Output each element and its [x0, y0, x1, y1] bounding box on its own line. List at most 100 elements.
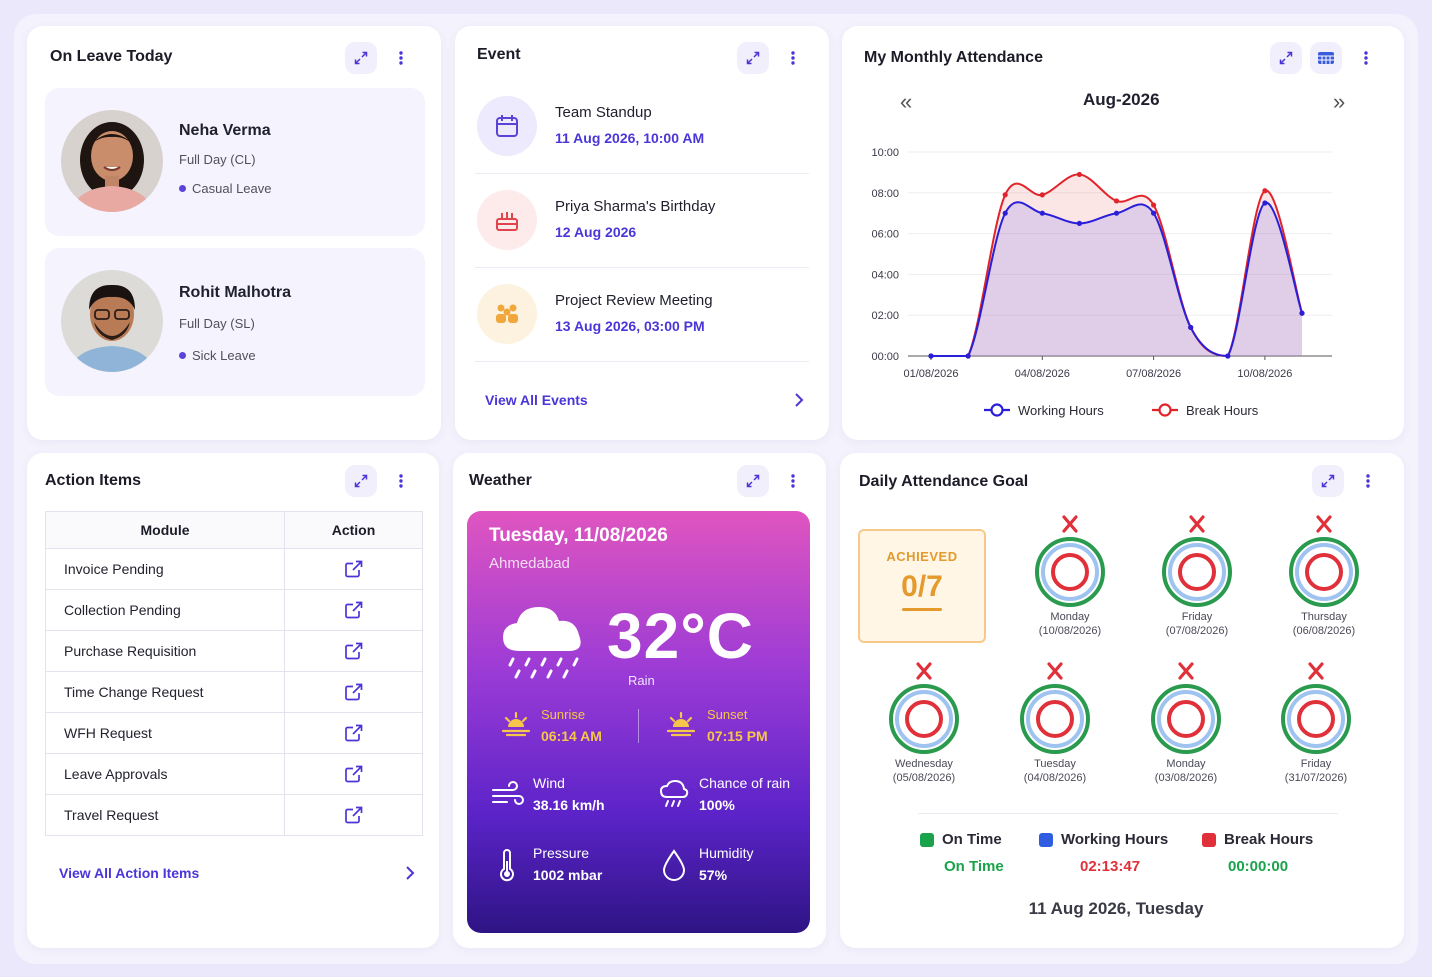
x-tick-label: 04/08/2026	[1015, 368, 1070, 380]
external-link-icon[interactable]	[345, 806, 363, 824]
table-row: Purchase Requisition	[46, 631, 423, 672]
more-button[interactable]	[777, 465, 809, 497]
goal-day-name: Tuesday	[1000, 758, 1110, 770]
weather-title: Weather	[469, 472, 532, 490]
table-row: Leave Approvals	[46, 754, 423, 795]
goal-day: Thursday (06/08/2026)	[1269, 515, 1379, 637]
chevron-right-icon[interactable]	[793, 392, 805, 408]
external-link-icon[interactable]	[345, 724, 363, 742]
action-cell	[285, 549, 423, 590]
expand-button[interactable]	[345, 42, 377, 74]
expand-button[interactable]	[737, 465, 769, 497]
on-time-label: On Time	[920, 831, 1002, 848]
module-cell: WFH Request	[46, 713, 285, 754]
goal-day-name: Friday	[1142, 611, 1252, 623]
attendance-chart: 00:00 02:00 04:00 06:00 08:00 10:00 01/08/2026…	[842, 26, 1404, 440]
expand-button[interactable]	[1312, 465, 1344, 497]
y-tick-label: 10:00	[871, 147, 899, 159]
sunrise-label: Sunrise	[541, 707, 585, 722]
humidity-drop-icon	[662, 849, 686, 881]
table-row: Travel Request	[46, 795, 423, 836]
sunrise-icon	[501, 709, 531, 737]
event-title-text: Team Standup	[555, 104, 652, 121]
close-icon	[1306, 662, 1326, 680]
on-time-value: On Time	[944, 858, 1004, 875]
goal-day-name: Monday	[1131, 758, 1241, 770]
goal-day: Friday (31/07/2026)	[1261, 662, 1371, 784]
working-hours-value: 02:13:47	[1080, 858, 1140, 875]
table-row: Collection Pending	[46, 590, 423, 631]
goal-day-date: (31/07/2026)	[1261, 772, 1371, 784]
pressure-value: 1002 mbar	[533, 867, 602, 883]
cake-icon	[477, 190, 537, 250]
action-items-table: Module Action Invoice Pending Collection …	[45, 511, 423, 836]
external-link-icon[interactable]	[345, 683, 363, 701]
table-row: WFH Request	[46, 713, 423, 754]
view-all-action-items-link[interactable]: View All Action Items	[59, 865, 199, 881]
external-link-icon[interactable]	[345, 765, 363, 783]
wind-label: Wind	[533, 775, 565, 791]
close-icon	[1176, 662, 1196, 680]
temperature: 32°C	[607, 599, 754, 673]
working-hours-point	[1077, 221, 1082, 226]
y-tick-label: 08:00	[871, 188, 899, 200]
external-link-icon[interactable]	[345, 560, 363, 578]
sunrise-time: 06:14 AM	[541, 728, 602, 744]
goal-title: Daily Attendance Goal	[859, 473, 1028, 491]
expand-button[interactable]	[345, 465, 377, 497]
event-item[interactable]: Priya Sharma's Birthday 12 Aug 2026	[475, 174, 809, 268]
more-vertical-icon	[785, 50, 801, 66]
wind-speed: 38.16 km/h	[533, 797, 605, 813]
more-button[interactable]	[385, 42, 417, 74]
working-hours-point	[928, 353, 933, 358]
close-icon	[1045, 662, 1065, 680]
working-hours-point	[1188, 325, 1193, 330]
goal-ring-icon	[1160, 535, 1234, 609]
leave-type: Full Day (SL)	[179, 316, 255, 331]
chevron-right-icon[interactable]	[404, 865, 416, 881]
external-link-icon[interactable]	[345, 601, 363, 619]
calendar-icon	[477, 96, 537, 156]
close-icon	[1187, 515, 1207, 533]
action-cell	[285, 795, 423, 836]
rain-cloud-icon	[499, 603, 591, 683]
more-button[interactable]	[1352, 465, 1384, 497]
working-hours-point	[1151, 211, 1156, 216]
weather-card: Weather Tuesday, 11/08/2026 Ahmedabad 32…	[453, 453, 826, 948]
view-all-events-link[interactable]: View All Events	[485, 392, 588, 408]
thermometer-icon	[497, 849, 517, 883]
working-hours-point	[966, 353, 971, 358]
leave-name: Neha Verma	[179, 122, 271, 140]
leave-entry[interactable]: Rohit Malhotra Full Day (SL) Sick Leave	[45, 248, 425, 396]
module-cell: Collection Pending	[46, 590, 285, 631]
sunset-label: Sunset	[707, 707, 747, 722]
leave-category: Sick Leave	[179, 348, 256, 363]
expand-button[interactable]	[737, 42, 769, 74]
achieved-count: 0/7	[860, 570, 984, 604]
more-button[interactable]	[777, 42, 809, 74]
more-vertical-icon	[393, 473, 409, 489]
y-tick-label: 02:00	[871, 310, 899, 322]
column-header-action: Action	[285, 512, 423, 549]
action-cell	[285, 590, 423, 631]
event-item[interactable]: Team Standup 11 Aug 2026, 10:00 AM	[475, 80, 809, 174]
goal-day: Monday (10/08/2026)	[1015, 515, 1125, 637]
goal-ring-icon	[1149, 682, 1223, 756]
close-icon	[1060, 515, 1080, 533]
more-button[interactable]	[385, 465, 417, 497]
goal-day-name: Thursday	[1269, 611, 1379, 623]
external-link-icon[interactable]	[345, 642, 363, 660]
leave-entry[interactable]: Neha Verma Full Day (CL) Casual Leave	[45, 88, 425, 236]
goal-day-date: (05/08/2026)	[869, 772, 979, 784]
close-icon	[1314, 515, 1334, 533]
event-date: 12 Aug 2026	[555, 224, 636, 240]
sunset-time: 07:15 PM	[707, 728, 768, 744]
expand-icon	[353, 50, 369, 66]
expand-icon	[745, 50, 761, 66]
event-date: 11 Aug 2026, 10:00 AM	[555, 130, 704, 146]
team-icon	[477, 284, 537, 344]
leave-type: Full Day (CL)	[179, 152, 256, 167]
event-date: 13 Aug 2026, 03:00 PM	[555, 318, 705, 334]
event-title-text: Project Review Meeting	[555, 292, 713, 309]
event-item[interactable]: Project Review Meeting 13 Aug 2026, 03:0…	[475, 268, 809, 362]
